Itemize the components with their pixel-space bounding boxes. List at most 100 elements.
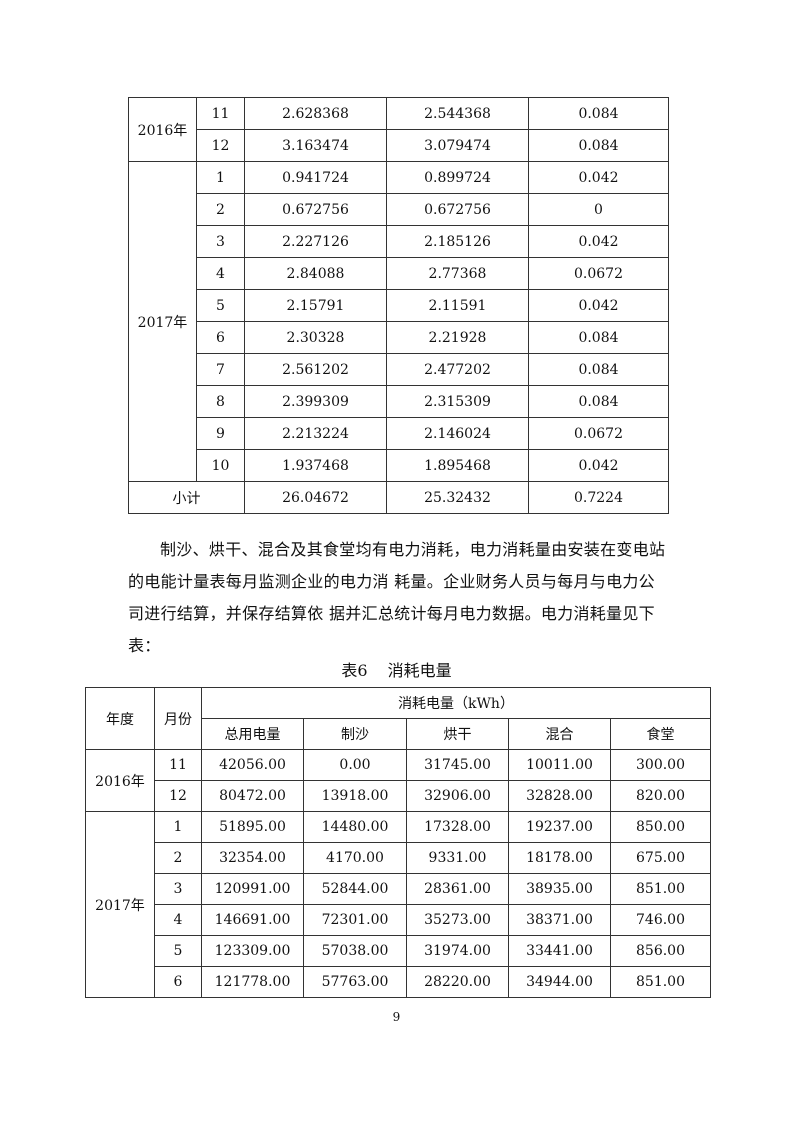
value-cell: 42056.00	[201, 749, 304, 781]
value-cell: 28220.00	[406, 966, 509, 998]
year-cell: 2017年	[85, 811, 155, 998]
month-cell: 7	[196, 353, 245, 386]
value-cell: 1.895468	[386, 449, 529, 482]
table-row: 12 80472.00 13918.00 32906.00 32828.00 820.00	[86, 780, 712, 812]
header-month: 月份	[154, 687, 202, 750]
value-cell: 0.00	[303, 749, 407, 781]
value-cell: 31745.00	[406, 749, 509, 781]
value-cell: 2.544368	[386, 97, 529, 130]
value-cell: 13918.00	[303, 780, 407, 812]
table-caption: 表6 消耗电量	[0, 657, 793, 681]
value-cell: 57763.00	[303, 966, 407, 998]
value-cell: 10011.00	[508, 749, 611, 781]
value-cell: 52844.00	[303, 873, 407, 905]
table-row: 9 2.213224 2.146024 0.0672	[129, 417, 669, 450]
value-cell: 3.163474	[244, 129, 387, 162]
page-number: 9	[392, 1010, 401, 1024]
value-cell: 300.00	[609, 749, 712, 781]
value-cell: 19237.00	[508, 811, 611, 843]
value-cell: 32828.00	[508, 780, 611, 812]
table-row: 7 2.561202 2.477202 0.084	[129, 353, 669, 386]
subtotal-label: 小计	[128, 481, 245, 514]
value-cell: 2.185126	[386, 225, 529, 258]
month-cell: 11	[154, 749, 202, 781]
value-cell: 17328.00	[406, 811, 509, 843]
value-cell: 51895.00	[201, 811, 304, 843]
value-cell: 0.941724	[244, 161, 387, 194]
value-cell: 32354.00	[201, 842, 304, 874]
value-cell: 2.213224	[244, 417, 387, 450]
table-row: 3 120991.00 52844.00 28361.00 38935.00 851.00	[86, 873, 712, 905]
value-cell: 0.084	[528, 97, 669, 130]
value-cell: 0.042	[528, 225, 669, 258]
table-row: 10 1.937468 1.895468 0.042	[129, 449, 669, 482]
month-cell: 4	[154, 904, 202, 936]
value-cell: 32906.00	[406, 780, 509, 812]
table-row: 4 2.84088 2.77368 0.0672	[129, 257, 669, 290]
value-cell: 0.042	[528, 161, 669, 194]
month-cell: 11	[196, 97, 245, 130]
value-cell: 0.084	[528, 353, 669, 386]
value-cell: 0.672756	[244, 193, 387, 226]
value-cell: 2.77368	[386, 257, 529, 290]
table-row: 2017年 1 51895.00 14480.00 17328.00 19237.00 85…	[85, 811, 712, 998]
table-row: 5 123309.00 57038.00 31974.00 33441.00 856.00	[86, 935, 712, 967]
value-cell: 675.00	[609, 842, 712, 874]
subtotal-value: 0.7224	[528, 481, 669, 514]
month-cell: 9	[196, 417, 245, 450]
value-cell: 2.628368	[244, 97, 387, 130]
month-cell: 4	[196, 257, 245, 290]
value-cell: 2.21928	[386, 321, 529, 354]
table-row: 6 121778.00 57763.00 28220.00 34944.00 851.00	[86, 966, 712, 998]
table-row: 2016年 11 2.628368 2.544368 0.084	[128, 97, 669, 162]
value-cell: 2.15791	[244, 289, 387, 322]
value-cell: 2.227126	[244, 225, 387, 258]
caption-title: 消耗电量	[387, 661, 452, 680]
value-cell: 35273.00	[406, 904, 509, 936]
subtotal-value: 25.32432	[386, 481, 529, 514]
value-cell: 9331.00	[406, 842, 509, 874]
header-group: 消耗电量（kWh）	[200, 687, 712, 719]
month-cell: 6	[196, 321, 245, 354]
previous-table-continuation: 2016年 11 2.628368 2.544368 0.084 12 3.163474 3.…	[128, 97, 669, 514]
month-cell: 2	[196, 193, 245, 226]
table-row: 3 2.227126 2.185126 0.042	[129, 225, 669, 258]
caption-number: 表6	[341, 661, 368, 680]
table-row: 2 32354.00 4170.00 9331.00 18178.00 675.00	[86, 842, 712, 874]
value-cell: 0.672756	[386, 193, 529, 226]
year-cell: 2016年	[128, 97, 197, 162]
value-cell: 0.084	[528, 129, 669, 162]
value-cell: 2.84088	[244, 257, 387, 290]
value-cell: 18178.00	[508, 842, 611, 874]
value-cell: 820.00	[609, 780, 712, 812]
subtotal-value: 26.04672	[244, 481, 387, 514]
header-col: 制沙	[303, 718, 407, 750]
value-cell: 746.00	[609, 904, 712, 936]
month-cell: 3	[196, 225, 245, 258]
value-cell: 3.079474	[386, 129, 529, 162]
value-cell: 2.11591	[386, 289, 529, 322]
value-cell: 2.146024	[386, 417, 529, 450]
value-cell: 38935.00	[508, 873, 611, 905]
value-cell: 2.30328	[244, 321, 387, 354]
value-cell: 2.477202	[386, 353, 529, 386]
header-col: 总用电量	[201, 718, 304, 750]
value-cell: 851.00	[609, 873, 712, 905]
value-cell: 57038.00	[303, 935, 407, 967]
table-row: 2 0.672756 0.672756 0	[129, 193, 669, 226]
value-cell: 0.042	[528, 289, 669, 322]
month-cell: 12	[196, 129, 245, 162]
table-row: 4 146691.00 72301.00 35273.00 38371.00 746.00	[86, 904, 712, 936]
subtotal-row: 小计 26.04672 25.32432 0.7224	[128, 481, 669, 514]
value-cell: 80472.00	[201, 780, 304, 812]
table-row: 5 2.15791 2.11591 0.042	[129, 289, 669, 322]
header-col: 混合	[508, 718, 611, 750]
value-cell: 2.561202	[244, 353, 387, 386]
month-cell: 1	[154, 811, 202, 843]
value-cell: 0	[528, 193, 669, 226]
value-cell: 121778.00	[201, 966, 304, 998]
body-paragraph: 制沙、烘干、混合及其食堂均有电力消耗，电力消耗量由安装在变电站的电能计量表每月监…	[128, 540, 666, 655]
value-cell: 123309.00	[201, 935, 304, 967]
value-cell: 31974.00	[406, 935, 509, 967]
value-cell: 146691.00	[201, 904, 304, 936]
